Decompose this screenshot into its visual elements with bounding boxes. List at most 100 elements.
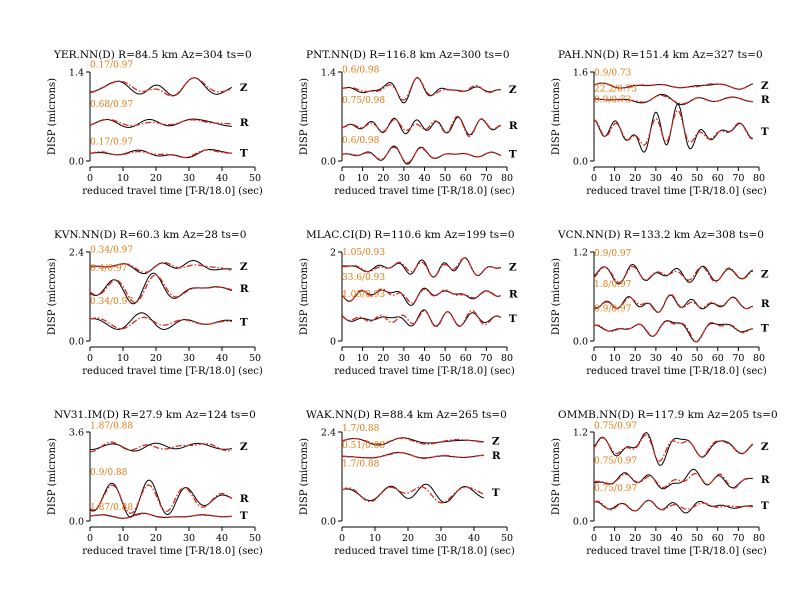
synthetic-trace-T [341,146,502,164]
y-tick-label: 1.4 [69,68,84,79]
synthetic-trace-R [89,274,233,304]
component-label: T [240,510,248,522]
panel-title: VCN.NN(D) R=133.2 km Az=308 ts=0 [557,229,764,241]
synthetic-trace-Z [341,257,501,278]
observed-trace-T [341,309,502,327]
x-tick-label: 40 [670,173,682,184]
observed-trace-T [341,145,502,165]
x-tick-label: 40 [670,533,682,544]
x-tick-label: 40 [418,173,430,184]
x-tick-label: 40 [670,353,682,364]
x-tick-label: 0 [339,533,345,544]
panel-title: WAK.NN(D) R=88.4 km Az=265 ts=0 [306,409,507,421]
x-axis-label: reduced travel time [T-R/18.0] (sec) [586,366,767,377]
synthetic-trace-Z [341,437,484,445]
y-tick-label: 1.6 [573,68,588,79]
x-axis-label: reduced travel time [T-R/18.0] (sec) [82,186,263,197]
panel-4: MLAC.CI(D) R=110.6 km Az=199 ts=0 DISP (m… [299,229,518,377]
x-tick-label: 50 [439,173,451,184]
panel-7: WAK.NN(D) R=88.4 km Az=265 ts=0 DISP (mic… [299,409,515,557]
x-tick-label: 30 [650,533,662,544]
panel-title: YER.NN(D) R=84.5 km Az=304 ts=0 [53,49,252,61]
trace-annotation: 33.6/0.93 [342,273,385,283]
x-tick-label: 30 [398,173,410,184]
trace-annotation: 1.7/0.88 [342,424,380,434]
component-label: R [509,120,518,132]
trace-annotation: 1.87/0.88 [90,503,133,513]
x-tick-label: 10 [117,173,129,184]
x-tick-label: 50 [501,533,513,544]
y-axis-label: DISP (microns) [299,258,310,335]
y-axis-label: DISP (microns) [299,438,310,515]
panel-title: PAH.NN(D) R=151.4 km Az=327 ts=0 [558,49,763,61]
x-tick-label: 60 [460,353,472,364]
y-tick-label: 0.0 [321,517,336,528]
synthetic-trace-Z [593,82,754,90]
trace-annotation: 1.87/0.88 [90,422,133,432]
component-label: R [761,474,770,486]
x-tick-label: 20 [150,533,162,544]
x-tick-label: 30 [650,173,662,184]
x-axis-label: reduced travel time [T-R/18.0] (sec) [82,366,263,377]
x-tick-label: 30 [650,353,662,364]
x-tick-label: 0 [339,173,345,184]
x-tick-label: 40 [216,533,228,544]
component-label: Z [761,80,769,92]
observed-trace-Z [89,77,233,97]
y-tick-label: 0.0 [69,157,84,168]
x-tick-label: 10 [609,533,621,544]
x-tick-label: 50 [249,533,261,544]
x-tick-label: 0 [87,173,93,184]
component-label: R [492,450,501,462]
x-axis-label: reduced travel time [T-R/18.0] (sec) [586,186,767,197]
x-tick-label: 10 [609,353,621,364]
synthetic-trace-T [593,499,753,512]
x-tick-label: 30 [398,353,410,364]
x-tick-label: 40 [216,353,228,364]
x-tick-label: 80 [501,173,513,184]
synthetic-trace-T [593,109,753,146]
trace-annotation: 0.17/0.97 [90,61,133,71]
component-label: T [761,322,769,334]
trace-annotation: 0.9/0.97 [594,305,632,315]
trace-annotation: 1.05/0.93 [342,290,385,300]
trace-annotation: 0.9/0.88 [90,468,128,478]
y-axis-label: DISP (microns) [551,438,562,515]
trace-annotation: 0.75/0.97 [594,422,637,432]
x-tick-label: 70 [480,173,492,184]
x-axis-label: reduced travel time [T-R/18.0] (sec) [334,546,515,557]
component-label: R [761,94,770,106]
synthetic-trace-R [89,484,233,514]
trace-annotation: 0.9/0.73 [594,68,632,78]
x-tick-label: 70 [732,173,744,184]
synthetic-trace-Z [593,434,754,462]
x-tick-label: 0 [591,533,597,544]
x-tick-label: 20 [629,533,641,544]
x-tick-label: 30 [183,173,195,184]
trace-annotation: 0.9/0.73 [594,96,632,106]
x-tick-label: 20 [150,173,162,184]
synthetic-trace-Z [341,77,501,101]
y-tick-label: 1.2 [573,248,588,259]
x-axis-label: reduced travel time [T-R/18.0] (sec) [586,546,767,557]
synthetic-trace-R [594,472,753,489]
x-tick-label: 20 [402,533,414,544]
x-tick-label: 70 [732,353,744,364]
synthetic-trace-T [593,320,754,343]
component-label: T [492,487,500,499]
x-tick-label: 50 [249,173,261,184]
x-tick-label: 10 [357,173,369,184]
trace-annotation: 0.68/0.97 [90,100,133,110]
x-tick-label: 40 [468,533,480,544]
trace-annotation: 22.2/0.73 [594,85,637,95]
panel-1: PNT.NN(D) R=116.8 km Az=300 ts=0 DISP (mi… [299,49,518,197]
synthetic-trace-Z [89,77,233,97]
x-tick-label: 30 [183,353,195,364]
synthetic-trace-T [89,316,232,330]
panel-0: YER.NN(D) R=84.5 km Az=304 ts=0 DISP (mic… [47,49,263,197]
x-tick-label: 10 [369,533,381,544]
trace-annotation: 1.05/0.93 [342,248,385,258]
panel-6: NV31.IM(D) R=27.9 km Az=124 ts=0 DISP (mi… [47,409,263,557]
x-tick-label: 30 [435,533,447,544]
